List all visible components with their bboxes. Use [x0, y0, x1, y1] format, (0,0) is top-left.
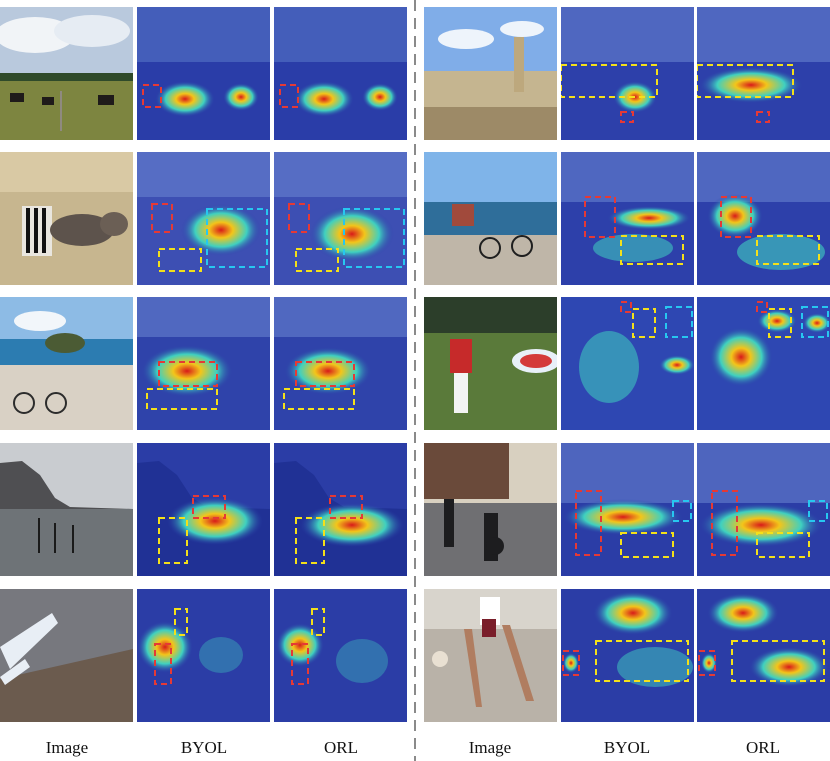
left-row2-image [0, 152, 133, 285]
left-row4-orl [274, 443, 407, 576]
left-row1-byol [137, 7, 270, 140]
right-row1-byol [561, 7, 694, 140]
right-row3-image [424, 297, 557, 430]
right-row5-image [424, 589, 557, 722]
right-row1-image [424, 7, 557, 140]
left-row1-image [0, 7, 133, 140]
caption-left-byol: BYOL [180, 738, 228, 757]
caption-right-orl: ORL [746, 738, 780, 757]
column-divider [414, 0, 416, 761]
left-row5-orl [274, 589, 407, 722]
right-row2-byol [561, 152, 694, 285]
left-row3-orl [274, 297, 407, 430]
left-row4-image [0, 443, 133, 576]
right-row3-orl [697, 297, 830, 430]
left-row1-orl [274, 7, 407, 140]
left-row2-orl [274, 152, 407, 285]
right-row5-orl [697, 589, 830, 722]
left-row5-byol [137, 589, 270, 722]
caption-right-image: Image [468, 738, 512, 757]
caption-left-image: Image [45, 738, 89, 757]
right-row4-byol [561, 443, 694, 576]
left-row3-image [0, 297, 133, 430]
left-row5-image [0, 589, 133, 722]
right-row1-orl [697, 7, 830, 140]
right-row4-image [424, 443, 557, 576]
right-row2-image [424, 152, 557, 285]
caption-right-byol: BYOL [603, 738, 651, 757]
right-row3-byol [561, 297, 694, 430]
left-row4-byol [137, 443, 270, 576]
right-row5-byol [561, 589, 694, 722]
right-row2-orl [697, 152, 830, 285]
right-row4-orl [697, 443, 830, 576]
left-row2-byol [137, 152, 270, 285]
left-row3-byol [137, 297, 270, 430]
caption-left-orl: ORL [324, 738, 358, 757]
